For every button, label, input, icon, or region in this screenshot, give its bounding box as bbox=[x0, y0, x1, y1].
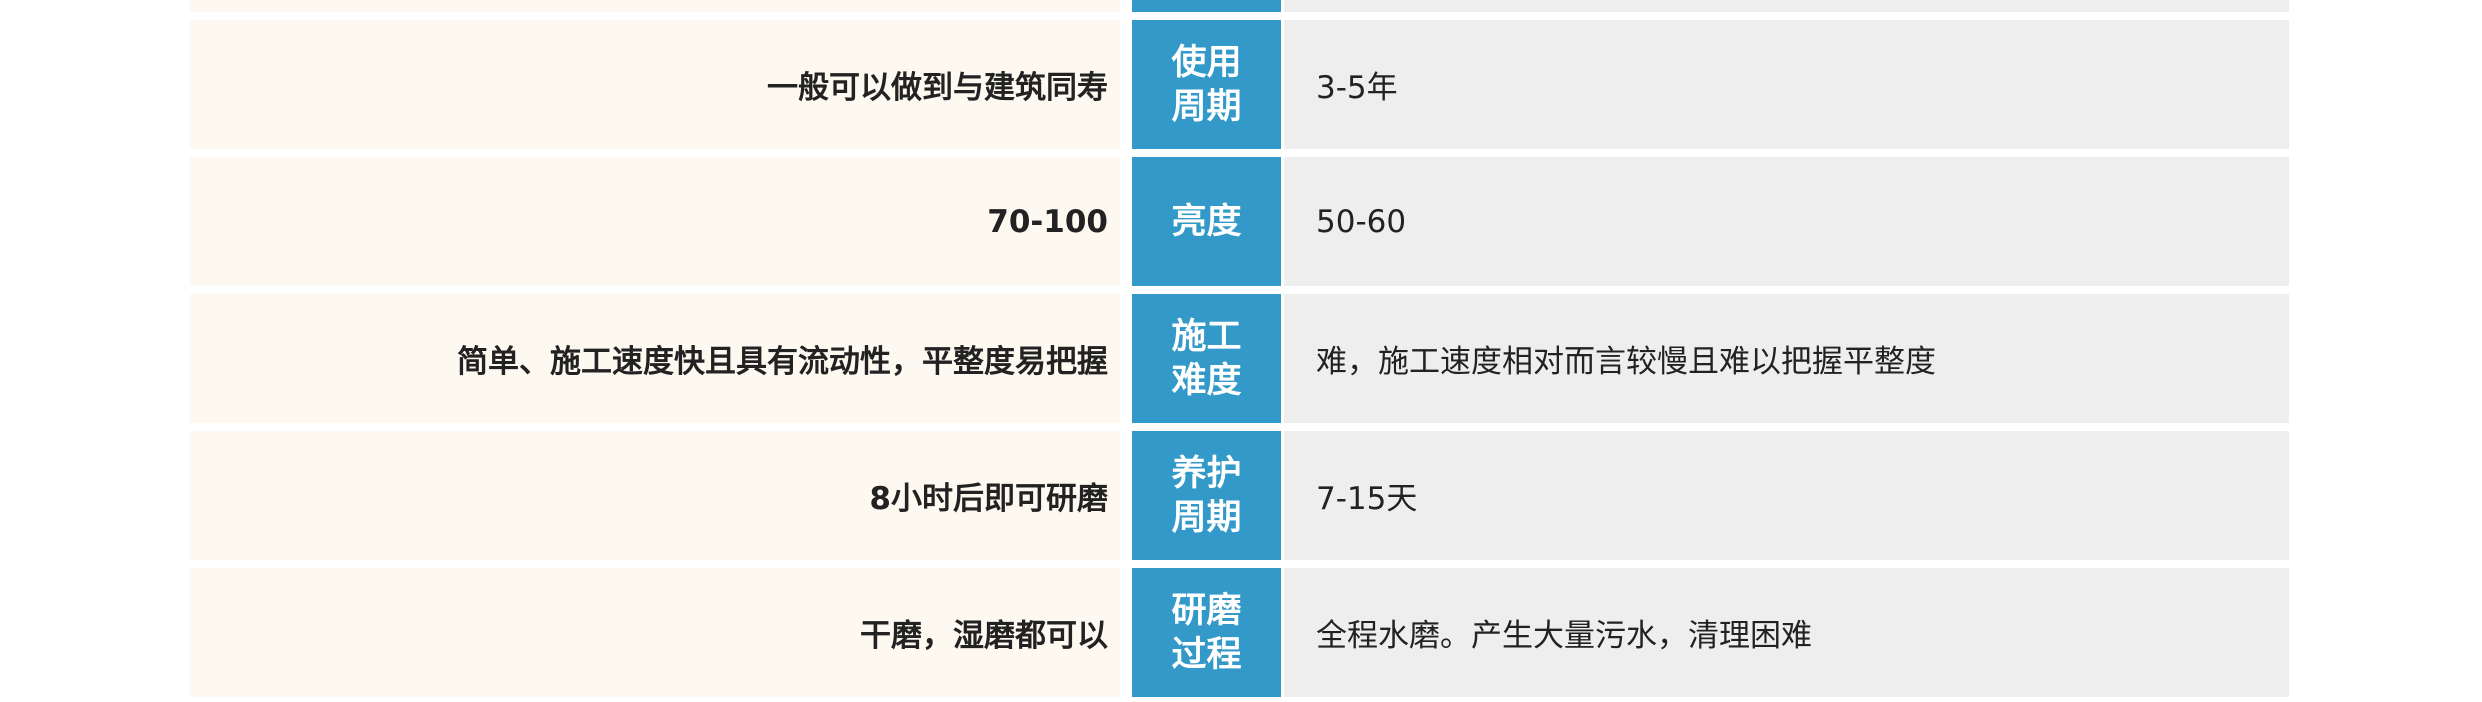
right-cell: 3-5年 bbox=[1284, 20, 2289, 149]
left-cell: 简单、施工速度快且具有流动性，平整度易把握 bbox=[190, 294, 1120, 423]
attribute-label: 施工 难度 bbox=[1132, 294, 1281, 423]
table-row: 一般可以做到与建筑同寿 使用 周期 3-5年 bbox=[190, 20, 2289, 149]
table-row: 70-100 亮度 50-60 bbox=[190, 157, 2289, 286]
right-cell: 50-60 bbox=[1284, 157, 2289, 286]
left-cell: 一般可以做到与建筑同寿 bbox=[190, 20, 1120, 149]
right-cell: 全程水磨。产生大量污水，清理困难 bbox=[1284, 568, 2289, 697]
right-cell: 难，施工速度相对而言较慢且难以把握平整度 bbox=[1284, 294, 2289, 423]
left-cell bbox=[190, 0, 1120, 12]
table-row: 8小时后即可研磨 养护 周期 7-15天 bbox=[190, 431, 2289, 560]
attribute-label bbox=[1132, 0, 1281, 12]
attribute-label: 使用 周期 bbox=[1132, 20, 1281, 149]
attribute-label: 养护 周期 bbox=[1132, 431, 1281, 560]
attribute-label: 研磨 过程 bbox=[1132, 568, 1281, 697]
left-cell: 8小时后即可研磨 bbox=[190, 431, 1120, 560]
right-cell: 7-15天 bbox=[1284, 431, 2289, 560]
left-cell: 70-100 bbox=[190, 157, 1120, 286]
table-row bbox=[190, 0, 2289, 12]
right-cell bbox=[1284, 0, 2289, 12]
table-row: 干磨，湿磨都可以 研磨 过程 全程水磨。产生大量污水，清理困难 bbox=[190, 568, 2289, 697]
attribute-label: 亮度 bbox=[1132, 157, 1281, 286]
table-row: 简单、施工速度快且具有流动性，平整度易把握 施工 难度 难，施工速度相对而言较慢… bbox=[190, 294, 2289, 423]
left-cell: 干磨，湿磨都可以 bbox=[190, 568, 1120, 697]
